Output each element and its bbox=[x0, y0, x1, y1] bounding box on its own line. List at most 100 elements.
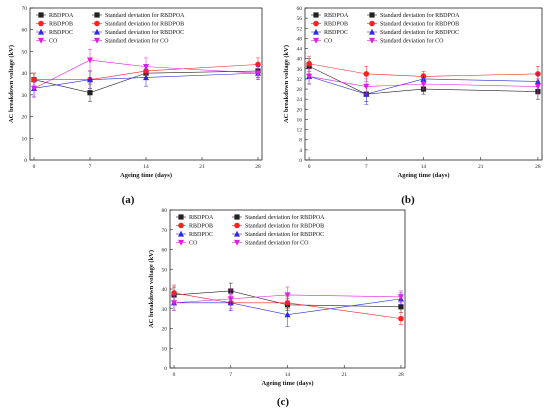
x-tick-label: 21 bbox=[199, 164, 205, 170]
series-line bbox=[309, 76, 538, 87]
x-tick-label: 21 bbox=[341, 372, 347, 378]
legend-marker bbox=[94, 20, 100, 27]
data-point bbox=[143, 74, 149, 81]
y-axis-title: AC breakdown voltage (kV) bbox=[148, 250, 155, 328]
panel-label: (c) bbox=[277, 396, 290, 408]
legend-marker bbox=[369, 28, 375, 35]
legend-label: CO bbox=[189, 241, 198, 247]
series-line bbox=[33, 70, 259, 93]
data-point bbox=[363, 71, 370, 77]
legend-label: Standard deviation for CO bbox=[245, 240, 309, 247]
data-point bbox=[398, 304, 404, 310]
legend-label: Standard deviation for RBDPOB bbox=[380, 21, 459, 28]
y-tick-label: 0 bbox=[299, 158, 302, 164]
data-point bbox=[397, 294, 404, 301]
legend-marker bbox=[38, 28, 44, 35]
x-tick-label: 28 bbox=[255, 164, 261, 170]
legend-label: Standard deviation for RBDPOC bbox=[380, 29, 459, 36]
legend-marker bbox=[178, 239, 184, 246]
data-point bbox=[420, 81, 427, 88]
legend-label: RBDPOC bbox=[49, 30, 73, 36]
data-point bbox=[306, 73, 313, 80]
legend-marker bbox=[178, 222, 184, 229]
legend-label: Standard deviation for CO bbox=[105, 38, 169, 45]
legend-marker bbox=[94, 12, 100, 18]
data-point bbox=[171, 300, 178, 307]
legend-marker bbox=[38, 12, 44, 18]
legend-label: Standard deviation for RBDPOC bbox=[245, 231, 324, 238]
y-tick-label: 28 bbox=[297, 87, 303, 93]
legend: RBDPOA Standard deviation for RBDPOA RBDPO… bbox=[311, 12, 460, 45]
y-tick-label: 30 bbox=[162, 307, 168, 313]
y-tick-label: 20 bbox=[22, 115, 28, 121]
y-tick-label: 48 bbox=[297, 36, 303, 42]
y-tick-label: 10 bbox=[22, 136, 28, 142]
data-point bbox=[87, 90, 93, 96]
series-line bbox=[308, 76, 538, 95]
y-tick-label: 56 bbox=[297, 16, 303, 22]
legend-label: RBDPOA bbox=[49, 13, 74, 19]
legend-label: RBDPOC bbox=[189, 232, 213, 238]
panel-label: (a) bbox=[122, 194, 135, 206]
x-tick-label: 28 bbox=[535, 164, 541, 170]
legend-marker bbox=[313, 12, 319, 18]
legend-marker bbox=[178, 230, 184, 237]
legend-label: CO bbox=[49, 39, 58, 45]
data-point bbox=[534, 83, 541, 90]
series-line bbox=[174, 298, 401, 315]
y-tick-label: 8 bbox=[299, 138, 302, 144]
legend-marker bbox=[38, 37, 44, 44]
series-line bbox=[309, 63, 538, 77]
legend-label: RBDPOA bbox=[189, 215, 214, 221]
chart-panel-1: 0 10 20 30 40 50 60 70 0 7 14 21 28 Ageing time (days… bbox=[8, 6, 263, 206]
data-point bbox=[87, 57, 93, 64]
legend-marker bbox=[369, 37, 375, 44]
y-axis-title: AC breakdown voltage (kV) bbox=[283, 45, 290, 123]
data-point bbox=[171, 290, 177, 296]
x-tick-label: 0 bbox=[173, 372, 176, 378]
legend-label: Standard deviation for RBDPOA bbox=[380, 12, 460, 19]
y-tick-label: 0 bbox=[164, 366, 167, 372]
chart-panel-3: 0 10 20 30 40 50 60 70 80 0 7 14 21 28 Ageing time (da… bbox=[148, 208, 406, 408]
data-point bbox=[227, 296, 234, 303]
legend-label: CO bbox=[324, 39, 333, 45]
y-tick-label: 0 bbox=[24, 158, 27, 164]
y-tick-label: 4 bbox=[299, 148, 302, 154]
x-tick-label: 0 bbox=[308, 164, 311, 170]
series-co bbox=[306, 68, 541, 95]
legend-label: Standard deviation for RBDPOB bbox=[245, 223, 324, 230]
data-point bbox=[31, 85, 37, 92]
data-point bbox=[143, 64, 149, 70]
x-tick-label: 7 bbox=[89, 164, 92, 170]
legend-label: RBDPOB bbox=[324, 22, 348, 28]
legend-label: Standard deviation for RBDPOA bbox=[245, 214, 325, 221]
legend-marker bbox=[94, 28, 100, 35]
data-point bbox=[284, 292, 291, 299]
legend-marker bbox=[234, 239, 240, 246]
y-tick-label: 30 bbox=[22, 93, 28, 99]
legend-marker bbox=[234, 222, 240, 229]
legend-marker bbox=[234, 214, 240, 220]
y-tick-label: 52 bbox=[297, 26, 303, 32]
data-point bbox=[420, 75, 427, 82]
y-tick-label: 20 bbox=[297, 107, 303, 113]
legend-label: RBDPOB bbox=[189, 224, 213, 230]
y-tick-label: 80 bbox=[162, 208, 168, 214]
legend: RBDPOA Standard deviation for RBDPOA RBDPO… bbox=[36, 12, 185, 45]
x-tick-label: 14 bbox=[143, 164, 149, 170]
x-tick-label: 21 bbox=[478, 164, 484, 170]
y-tick-label: 40 bbox=[162, 287, 168, 293]
series-co bbox=[171, 286, 404, 311]
x-axis-title: Ageing time (days) bbox=[120, 172, 172, 179]
y-tick-label: 16 bbox=[297, 117, 303, 123]
series-line bbox=[308, 65, 538, 95]
y-axis-title: AC breakdown voltage (kV) bbox=[8, 45, 15, 123]
series-co bbox=[31, 49, 261, 98]
data-point bbox=[306, 60, 312, 67]
data-point bbox=[398, 315, 404, 322]
y-tick-label: 40 bbox=[22, 71, 28, 77]
x-tick-label: 14 bbox=[421, 164, 427, 170]
y-tick-label: 44 bbox=[297, 47, 303, 53]
